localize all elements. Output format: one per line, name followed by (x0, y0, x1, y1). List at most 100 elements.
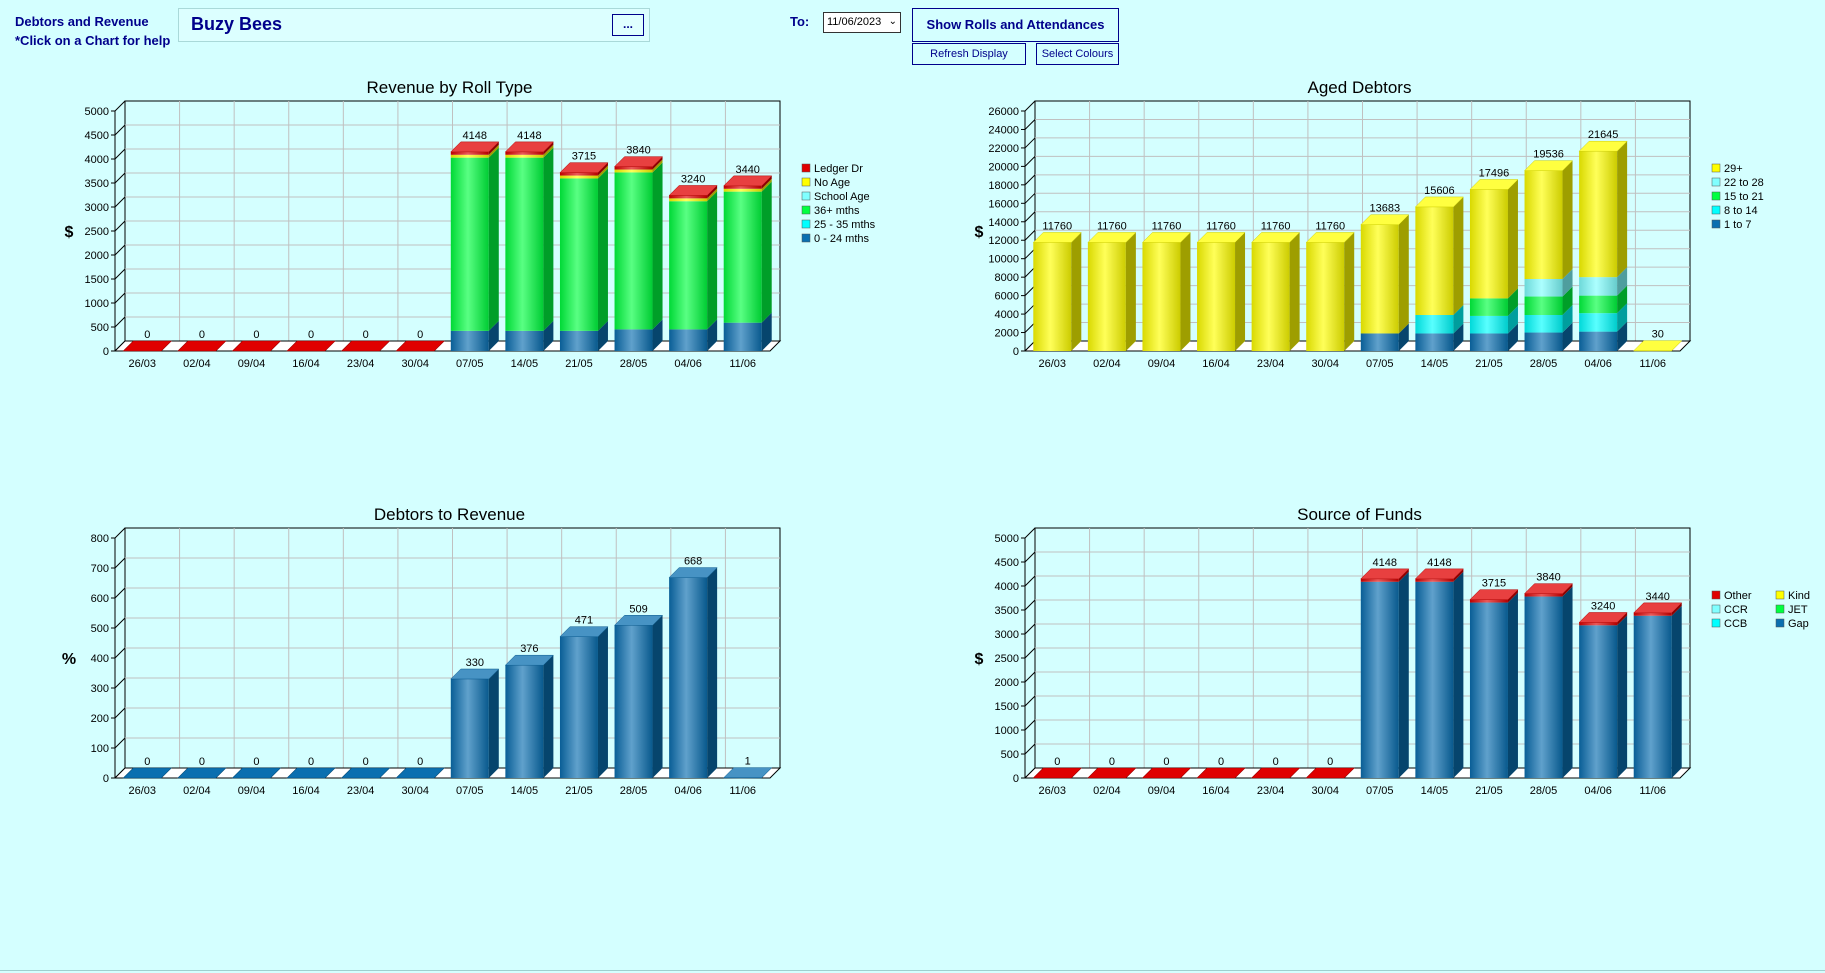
bar-zero (1032, 767, 1083, 779)
x-tick-label: 26/03 (129, 358, 157, 370)
y-tick-slant (1024, 100, 1036, 112)
y-tick-slant (1024, 551, 1036, 563)
bar-top (1414, 196, 1464, 208)
bar-segment (669, 198, 708, 202)
bar-segment (1415, 581, 1454, 778)
bar-side (1398, 214, 1409, 334)
bar-side (652, 615, 663, 778)
x-tick-label: 09/04 (238, 358, 266, 370)
bar-zero (1250, 767, 1301, 779)
bar-top (1633, 602, 1683, 614)
y-tick-slant (114, 737, 126, 749)
aged-debtors-chart[interactable]: Aged Debtors 0 2000 4000 6000 8000 10000 12000 1… (965, 78, 1825, 430)
x-tick-label: 26/03 (1039, 358, 1067, 370)
show-rolls-button[interactable]: Show Rolls and Attendances (912, 8, 1119, 42)
bar-segment (669, 329, 708, 351)
data-label: 3440 (1645, 591, 1669, 603)
bar-segment (1469, 333, 1508, 351)
source-of-funds-chart-svg: Source of Funds 0 500 1000 1500 2000 2500 3000 3… (975, 505, 1810, 797)
bar-segment (1033, 242, 1072, 351)
debtors-to-revenue-chart[interactable]: Debtors to Revenue 0 100 200 300 400 500 600 700… (55, 505, 915, 857)
bar-side (1671, 602, 1682, 616)
bar-segment (1579, 331, 1618, 351)
bar-segment (1415, 206, 1454, 315)
bar-segment (1306, 242, 1345, 351)
bar-side (543, 144, 554, 158)
to-date-value: 11/06/2023 (827, 16, 882, 28)
data-label: 17496 (1479, 167, 1510, 179)
data-label: 3240 (1591, 600, 1615, 612)
bar-zero (286, 767, 336, 779)
x-tick-label: 07/05 (1366, 358, 1394, 370)
y-tick-slant (114, 557, 126, 569)
bar-side (1180, 232, 1191, 351)
y-tick-slant (114, 707, 126, 719)
x-tick-label: 11/06 (1639, 785, 1666, 797)
browse-centre-button[interactable]: ... (612, 14, 644, 36)
data-label: 0 (1109, 756, 1115, 768)
y-tick-label: 2500 (85, 226, 109, 238)
data-label: 0 (199, 756, 205, 768)
y-tick-slant (114, 316, 126, 328)
data-label: 509 (629, 603, 647, 615)
data-label: 11760 (1315, 220, 1345, 232)
y-tick-label: 8000 (995, 272, 1019, 284)
bar-side (1453, 323, 1464, 351)
bar-side (707, 319, 718, 351)
x-tick-label: 02/04 (183, 358, 211, 370)
legend-label: 36+ mths (814, 205, 860, 217)
y-tick-slant (1024, 527, 1036, 539)
legend-label: JET (1788, 604, 1808, 616)
bar-top (1523, 583, 1574, 594)
source-of-funds-chart[interactable]: Source of Funds 0 500 1000 1500 2000 2500 3000 3… (965, 505, 1825, 857)
bar-side (652, 319, 663, 351)
bar-segment (505, 154, 544, 158)
x-tick-label: 11/06 (729, 358, 756, 370)
bar-side (1617, 615, 1628, 778)
legend-swatch (801, 233, 811, 243)
bar-segment (505, 157, 544, 331)
y-tick-slant (1024, 137, 1036, 149)
bar-top (1360, 568, 1410, 580)
y-tick-label: 1500 (85, 274, 109, 286)
bar-segment (1469, 602, 1508, 778)
bar-side (1562, 322, 1573, 351)
bar-segment (505, 330, 544, 351)
bar-segment (1087, 242, 1126, 351)
y-tick-slant (1024, 156, 1036, 167)
bar-top (559, 162, 609, 173)
refresh-display-button[interactable]: Refresh Display (912, 43, 1026, 65)
revenue-chart[interactable]: Revenue by Roll Type 0 500 1000 1500 2000 2500… (55, 78, 915, 430)
y-tick-label: 26000 (988, 106, 1019, 118)
x-tick-label: 30/04 (1311, 785, 1339, 797)
x-tick-label: 11/06 (729, 785, 756, 797)
legend-label: Kind (1788, 590, 1810, 602)
bar-top (1578, 612, 1628, 623)
y-tick-slant (114, 100, 126, 112)
bar-segment (1524, 315, 1563, 333)
legend-label: Ledger Dr (814, 163, 863, 175)
x-tick-label: 07/05 (456, 785, 484, 797)
bar-segment (1524, 593, 1563, 597)
legend-label: 8 to 14 (1724, 205, 1758, 217)
centre-selector[interactable]: Buzy Bees ... (178, 8, 650, 42)
bar-zero (395, 767, 445, 779)
data-label: 4148 (463, 130, 487, 142)
y-tick-label: 12000 (988, 235, 1019, 247)
legend-label: CCB (1724, 618, 1747, 630)
x-tick-label: 28/05 (1530, 785, 1558, 797)
y-tick-label: 1000 (995, 725, 1019, 737)
bar-side (543, 141, 554, 155)
data-label: 0 (1327, 756, 1333, 768)
to-date-select[interactable]: 11/06/2023 ⌄ (823, 12, 901, 33)
y-tick-label: 2000 (995, 677, 1019, 689)
to-date-label: To: (790, 14, 810, 29)
bar-segment (1633, 612, 1672, 616)
select-colours-button[interactable]: Select Colours (1036, 43, 1119, 65)
data-label: 0 (253, 756, 259, 768)
x-tick-label: 21/05 (565, 358, 593, 370)
legend-swatch (1775, 604, 1785, 614)
x-tick-label: 30/04 (401, 358, 429, 370)
x-tick-label: 16/04 (292, 358, 320, 370)
bar-segment (1579, 625, 1618, 778)
